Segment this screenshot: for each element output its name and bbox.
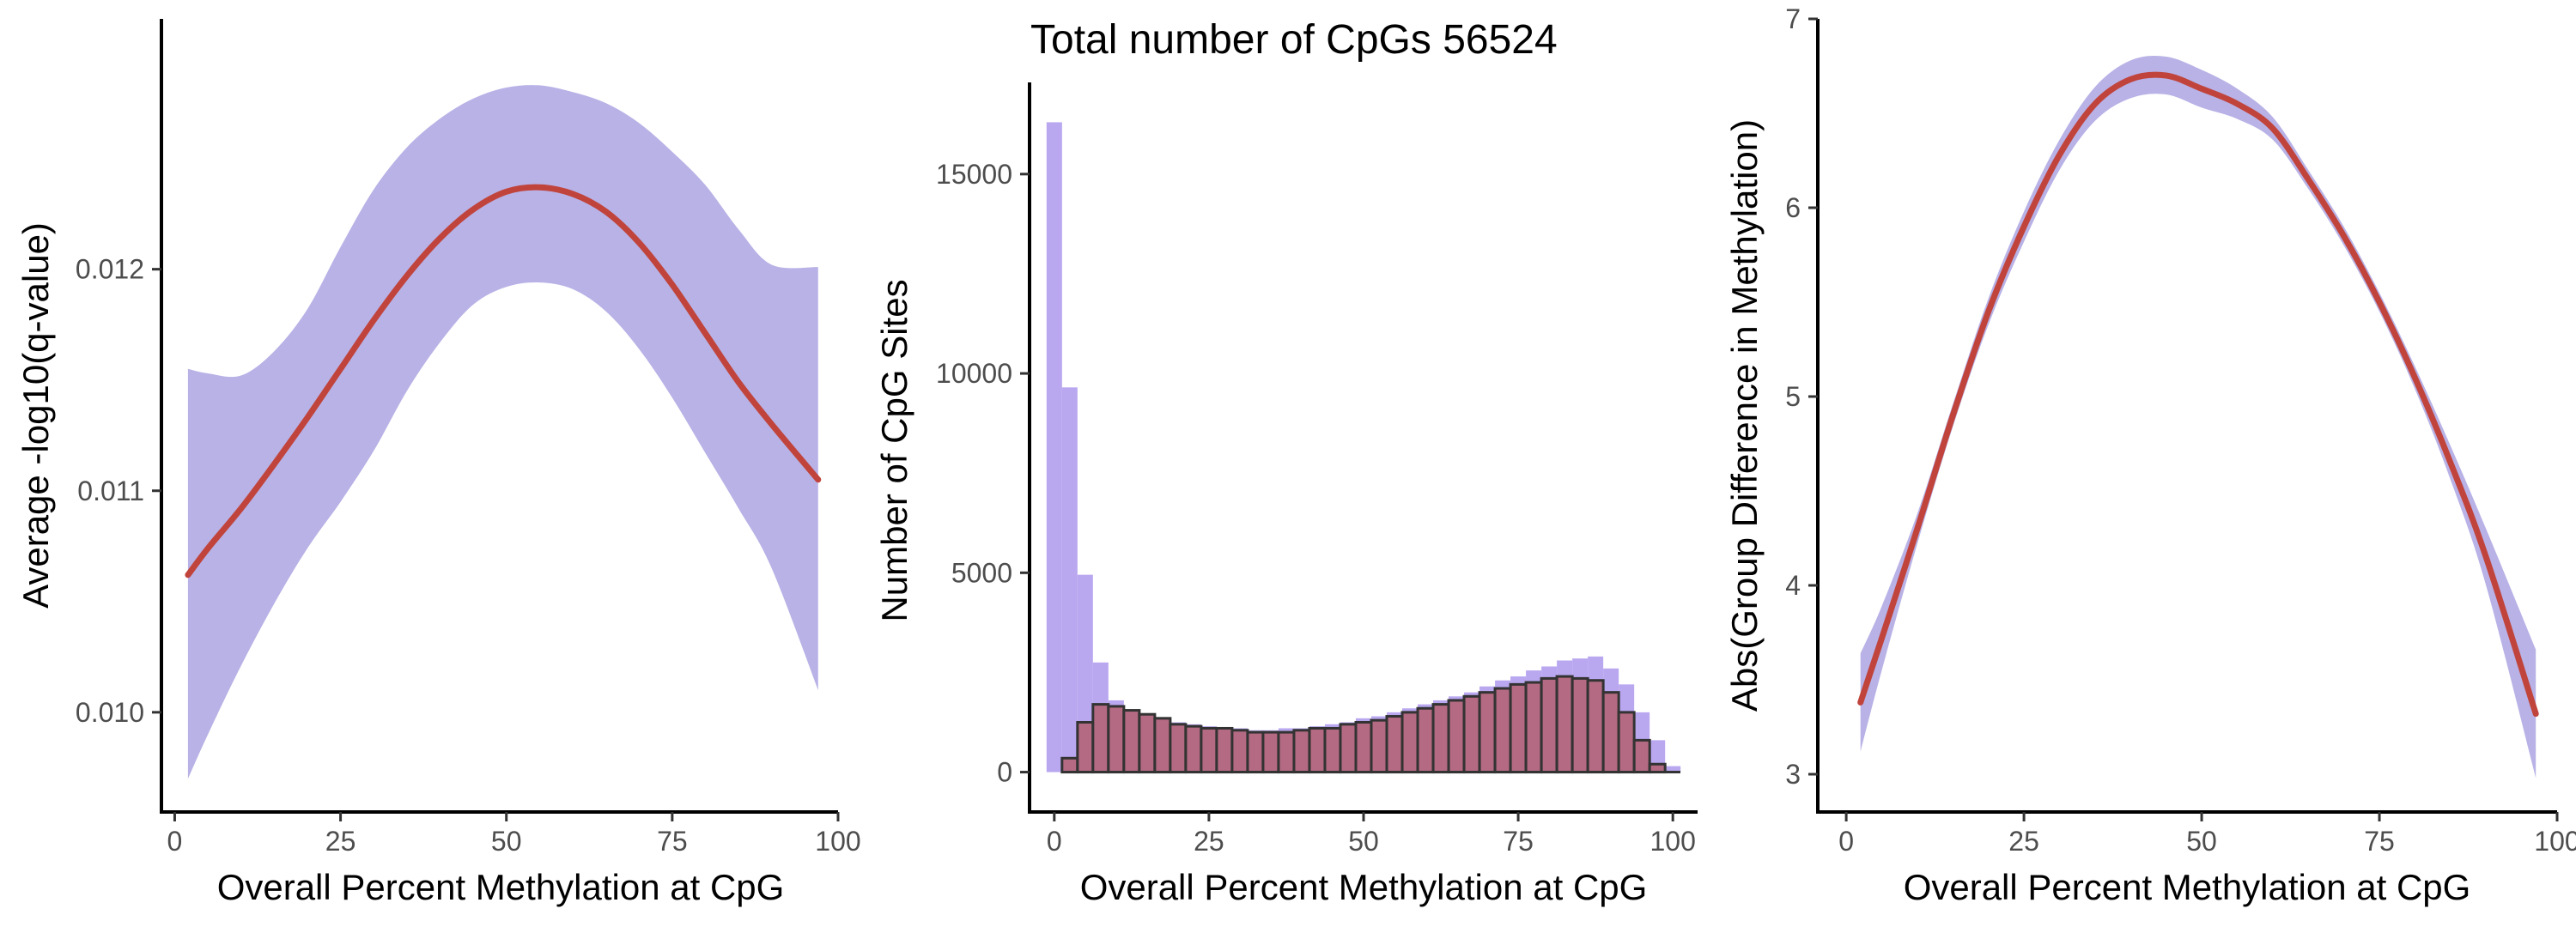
p2-hist-bar-overlay xyxy=(1215,726,1234,774)
p1-x-tick-label: 25 xyxy=(325,826,356,857)
p3-y-tick-label: 5 xyxy=(1785,381,1801,412)
p2-hist-bar-overlay xyxy=(1246,730,1265,774)
p2-hist-bar-overlay xyxy=(1555,675,1574,774)
p2-hist-bar-overlay xyxy=(1509,682,1528,774)
p2-x-tick-label: 75 xyxy=(1503,826,1534,857)
p2-hist-bar-overlay xyxy=(1122,709,1141,774)
p3-x-tick-label: 100 xyxy=(2534,826,2576,857)
p2-y-tick-label: 0 xyxy=(997,757,1012,788)
p2-hist-bar-overlay xyxy=(1385,715,1404,774)
p2-hist-bar-overlay xyxy=(1323,726,1342,774)
p3-y-axis-title: Abs(Group Difference in Methylation) xyxy=(1724,119,1765,712)
p2-x-axis-title: Overall Percent Methylation at CpG xyxy=(1080,867,1648,907)
p3-x-tick-label: 0 xyxy=(1838,826,1854,857)
p2-hist-bar-overlay xyxy=(1076,720,1095,774)
p2-hist-bar-overlay xyxy=(1540,676,1558,774)
p2-hist-bar-overlay xyxy=(1478,691,1497,774)
p2-hist-bar-overlay xyxy=(1354,720,1373,774)
p2-hist-bar-overlay xyxy=(1586,679,1605,774)
p2-hist-bar-overlay xyxy=(1200,726,1218,774)
p2-y-tick-label: 15000 xyxy=(936,159,1012,190)
p3-marks xyxy=(1857,56,2539,779)
p2-hist-bar-all xyxy=(1665,766,1681,772)
p3-y-tick-label: 7 xyxy=(1785,3,1801,34)
p2-hist-bar-overlay xyxy=(1571,676,1589,774)
p2-hist-bar-overlay xyxy=(1617,711,1636,774)
p2-y-axis-title: Number of CpG Sites xyxy=(874,279,914,621)
p2-hist-bar-overlay xyxy=(1632,738,1651,774)
p2-hist-bar-all xyxy=(1046,122,1062,772)
p3-y-tick-label: 4 xyxy=(1785,570,1801,601)
p2-hist-bar-overlay xyxy=(1431,703,1450,774)
p2-hist-bar-overlay xyxy=(1339,723,1358,774)
p1-confidence-band xyxy=(187,85,818,779)
p1-x-tick-label: 50 xyxy=(491,826,522,857)
p1-y-tick-label: 0.012 xyxy=(76,254,144,285)
p2-y-tick-label: 10000 xyxy=(936,358,1012,389)
p2-hist-bar-overlay xyxy=(1308,726,1327,774)
p2-plot-title: Total number of CpGs 56524 xyxy=(1030,17,1558,63)
p2-hist-bar-overlay xyxy=(1462,694,1481,774)
p2-y-tick-label: 5000 xyxy=(951,557,1012,588)
p3-y-tick-label: 3 xyxy=(1785,759,1801,790)
p1-x-tick-label: 75 xyxy=(657,826,688,857)
p2-hist-bar-overlay xyxy=(1277,730,1296,774)
p2-x-tick-label: 50 xyxy=(1348,826,1379,857)
p2-hist-bar-overlay xyxy=(1169,723,1188,774)
p1-ticks: 0 25 50 75 100 0.010 0.011 0.012 xyxy=(76,254,861,857)
p2-hist-bar-overlay xyxy=(1091,703,1110,774)
p3-x-tick-label: 50 xyxy=(2186,826,2217,857)
p3-smooth-line xyxy=(1857,71,2539,718)
p3-x-tick-label: 75 xyxy=(2364,826,2395,857)
p2-hist-bar-overlay xyxy=(1292,729,1311,774)
p2-hist-bar-overlay xyxy=(1184,724,1203,774)
p2-ticks: 0 25 50 75 100 0 5000 10000 15000 xyxy=(936,159,1696,857)
p2-hist-bar-overlay xyxy=(1153,717,1172,774)
p2-hist-bar-overlay xyxy=(1601,691,1620,774)
p2-hist-bar-overlay xyxy=(1400,711,1419,774)
p2-hist-bar-overlay xyxy=(1416,706,1435,774)
p3-y-tick-label: 6 xyxy=(1785,192,1801,223)
p3-ticks: 0 25 50 75 100 3 4 5 6 7 xyxy=(1785,3,2576,857)
p2-x-tick-label: 25 xyxy=(1194,826,1224,857)
p2-x-tick-label: 100 xyxy=(1649,826,1695,857)
p2-hist-bar-overlay xyxy=(1230,729,1249,774)
panel-qvalue: 0 25 50 75 100 0.010 0.011 0.012 Overall Percen… xyxy=(15,19,861,907)
p2-hist-bar-overlay xyxy=(1370,718,1388,774)
p1-x-tick-label: 100 xyxy=(815,826,860,857)
p2-marks xyxy=(1046,122,1681,774)
p1-marks xyxy=(185,85,822,779)
p2-hist-bar-overlay xyxy=(1447,699,1466,774)
panel-histogram: Total number of CpGs 56524 0 25 50 75 100 0 50… xyxy=(874,17,1698,907)
p1-smooth-line xyxy=(185,184,822,579)
p2-hist-bar-overlay xyxy=(1524,681,1543,774)
p1-x-tick-label: 0 xyxy=(167,826,183,857)
p1-x-axis-title: Overall Percent Methylation at CpG xyxy=(217,867,785,907)
p2-hist-bar-overlay xyxy=(1107,705,1126,774)
p2-hist-bar-overlay xyxy=(1261,730,1280,774)
p3-x-tick-label: 25 xyxy=(2008,826,2039,857)
p1-y-tick-label: 0.011 xyxy=(77,476,144,506)
p3-x-axis-title: Overall Percent Methylation at CpG xyxy=(1904,867,2471,907)
panel-group-difference: 0 25 50 75 100 3 4 5 6 7 Overall Percent Methylat… xyxy=(1724,3,2576,907)
p2-x-tick-label: 0 xyxy=(1047,826,1062,857)
p1-y-tick-label: 0.010 xyxy=(76,697,144,728)
p1-y-axis-title: Average -log10(q-value) xyxy=(15,222,56,609)
p2-hist-bar-overlay xyxy=(1493,687,1512,774)
p2-hist-bar-all xyxy=(1061,387,1078,772)
p2-hist-bar-overlay xyxy=(1060,756,1079,774)
p2-hist-bar-overlay xyxy=(1138,712,1157,774)
